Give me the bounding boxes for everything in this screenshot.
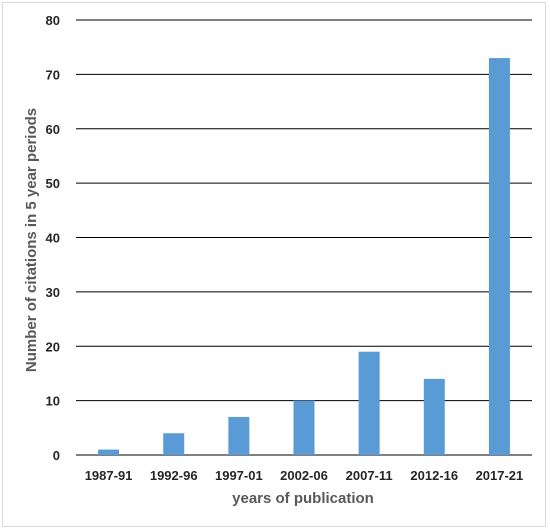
gridlines	[76, 19, 532, 456]
y-tick-labels: 0 10 20 30 40 50 60 70 80	[46, 13, 60, 463]
x-axis-title: years of publication	[232, 490, 374, 507]
x-tick-label: 2017-21	[476, 468, 524, 483]
x-tick-label: 2002-06	[280, 468, 328, 483]
x-tick-label: 2007-11	[346, 468, 393, 483]
x-tick-label: 2012-16	[410, 468, 458, 483]
bar-2002-06	[293, 400, 315, 455]
bars	[98, 58, 510, 455]
x-tick-label: 1987-91	[85, 468, 133, 483]
x-tick-label: 1997-01	[215, 468, 263, 483]
y-tick-label: 40	[46, 231, 60, 246]
bar-2012-16	[423, 378, 445, 455]
bar-1987-91	[98, 449, 120, 455]
y-tick-label: 60	[46, 122, 60, 137]
bar-1997-01	[228, 416, 250, 455]
bar-2007-11	[358, 351, 380, 455]
y-tick-label: 30	[46, 285, 60, 300]
y-tick-label: 80	[46, 13, 60, 28]
y-tick-label: 20	[46, 339, 60, 354]
y-tick-label: 70	[46, 67, 60, 82]
y-tick-label: 10	[46, 394, 60, 409]
y-tick-label: 0	[53, 448, 60, 463]
x-tick-label: 1992-96	[150, 468, 198, 483]
y-axis-title: Number of citations in 5 year periods	[23, 108, 40, 372]
bar-1992-96	[163, 433, 185, 455]
chart-frame	[2, 2, 546, 527]
bar-2017-21	[488, 58, 510, 455]
y-tick-label: 50	[46, 176, 60, 191]
x-tick-labels: 1987-91 1992-96 1997-01 2002-06 2007-11 2012-…	[85, 468, 524, 483]
